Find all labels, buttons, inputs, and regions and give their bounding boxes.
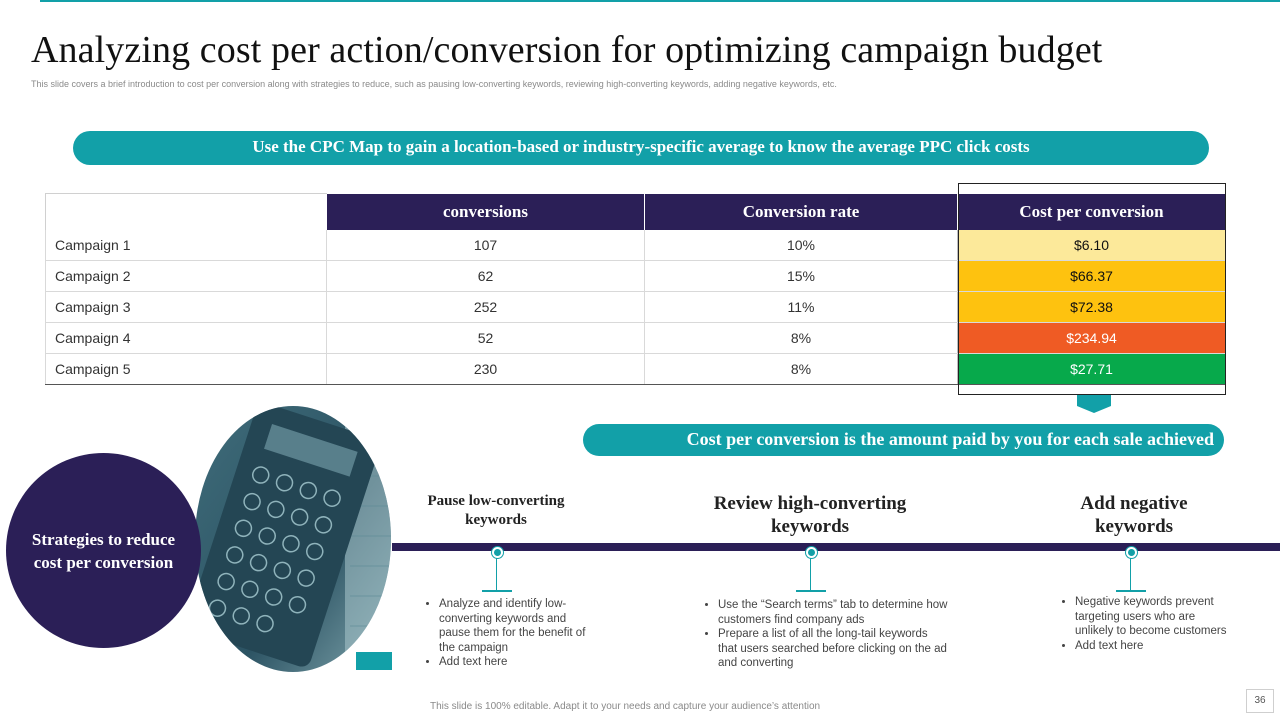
step-bullets-pause: Analyze and identify low-converting keyw… bbox=[419, 597, 599, 670]
strategies-circle: Strategies to reduce cost per conversion bbox=[6, 453, 201, 648]
page-number: 36 bbox=[1246, 689, 1274, 713]
cpc-map-banner: Use the CPC Map to gain a location-based… bbox=[73, 131, 1209, 165]
top-accent-line bbox=[40, 0, 1280, 2]
page-subtitle: This slide covers a brief introduction t… bbox=[31, 79, 837, 89]
strategies-label: Strategies to reduce cost per conversion bbox=[31, 529, 176, 572]
step-connector-line bbox=[1130, 558, 1131, 592]
step-connector-line bbox=[810, 558, 811, 592]
step-connector-base bbox=[482, 590, 512, 592]
step-title-pause: Pause low-converting keywords bbox=[427, 493, 565, 528]
rate-cell: 8% bbox=[644, 322, 958, 354]
step-connector-base bbox=[796, 590, 826, 592]
table-header-rate: Conversion rate bbox=[644, 193, 958, 230]
campaign-table: conversions Conversion rate Cost per con… bbox=[45, 193, 1225, 385]
step-marker-dot bbox=[1126, 547, 1137, 558]
cost-cell: $27.71 bbox=[957, 353, 1225, 385]
conversions-cell: 252 bbox=[326, 291, 645, 323]
conversions-cell: 62 bbox=[326, 260, 645, 292]
table-header-blank bbox=[45, 193, 327, 230]
cost-cell: $6.10 bbox=[957, 230, 1225, 261]
bullet-item: Analyze and identify low-converting keyw… bbox=[439, 597, 599, 655]
table-header-cost: Cost per conversion bbox=[957, 193, 1225, 230]
rate-cell: 8% bbox=[644, 353, 958, 385]
step-bullets-review: Use the “Search terms” tab to determine … bbox=[698, 598, 948, 671]
cost-cell: $66.37 bbox=[957, 260, 1225, 292]
table-row: Campaign 2 62 15% $66.37 bbox=[45, 260, 1225, 292]
conversions-cell: 230 bbox=[326, 353, 645, 385]
rate-cell: 11% bbox=[644, 291, 958, 323]
step-connector-line bbox=[496, 558, 497, 592]
rate-cell: 15% bbox=[644, 260, 958, 292]
bullet-item: Negative keywords prevent targeting user… bbox=[1075, 595, 1235, 639]
step-connector-base bbox=[1116, 590, 1146, 592]
cost-cell: $234.94 bbox=[957, 322, 1225, 354]
campaign-name: Campaign 3 bbox=[45, 291, 327, 323]
cost-cell: $72.38 bbox=[957, 291, 1225, 323]
campaign-name: Campaign 4 bbox=[45, 322, 327, 354]
step-marker-dot bbox=[492, 547, 503, 558]
step-title-negative: Add negative keywords bbox=[1080, 493, 1188, 537]
bullet-item: Add text here bbox=[1075, 639, 1235, 654]
bullet-item: Use the “Search terms” tab to determine … bbox=[718, 598, 948, 627]
table-header-conversions: conversions bbox=[326, 193, 645, 230]
footer-note: This slide is 100% editable. Adapt it to… bbox=[430, 701, 821, 712]
step-bullets-negative: Negative keywords prevent targeting user… bbox=[1055, 595, 1235, 653]
table-row: Campaign 5 230 8% $27.71 bbox=[45, 353, 1225, 385]
table-row: Campaign 3 252 11% $72.38 bbox=[45, 291, 1225, 323]
calculator-photo bbox=[195, 406, 391, 672]
page-title: Analyzing cost per action/conversion for… bbox=[31, 29, 1103, 71]
table-row: Campaign 1 107 10% $6.10 bbox=[45, 230, 1225, 261]
conversions-cell: 52 bbox=[326, 322, 645, 354]
decorative-teal-block bbox=[356, 652, 392, 670]
bullet-item: Add text here bbox=[439, 655, 599, 670]
bullet-item: Prepare a list of all the long-tail keyw… bbox=[718, 627, 948, 671]
rate-cell: 10% bbox=[644, 230, 958, 261]
timeline-bar bbox=[392, 543, 1280, 551]
step-marker-dot bbox=[806, 547, 817, 558]
campaign-name: Campaign 1 bbox=[45, 230, 327, 261]
pointer-arrow-icon bbox=[1077, 395, 1111, 413]
step-title-review: Review high-converting keywords bbox=[713, 493, 907, 537]
cost-definition-banner: Cost per conversion is the amount paid b… bbox=[583, 424, 1224, 456]
conversions-cell: 107 bbox=[326, 230, 645, 261]
campaign-name: Campaign 5 bbox=[45, 353, 327, 385]
table-row: Campaign 4 52 8% $234.94 bbox=[45, 322, 1225, 354]
campaign-name: Campaign 2 bbox=[45, 260, 327, 292]
